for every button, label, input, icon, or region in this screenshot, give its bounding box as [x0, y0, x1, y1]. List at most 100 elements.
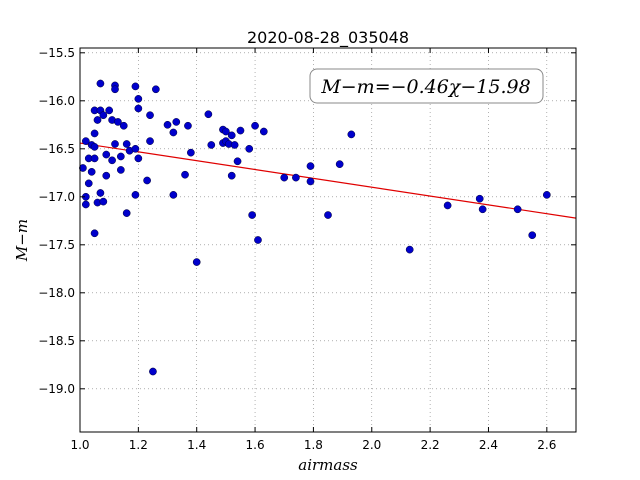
data-point — [99, 197, 108, 206]
x-tick-label: 1.6 — [246, 438, 265, 452]
data-point — [306, 177, 315, 186]
data-point — [146, 111, 154, 120]
y-tick-label: −16.5 — [38, 142, 75, 156]
data-point — [181, 170, 189, 179]
grid-lines — [79, 48, 576, 432]
data-point — [475, 194, 484, 203]
data-point — [542, 191, 551, 199]
data-point — [93, 116, 102, 124]
y-tick-label: −15.5 — [38, 46, 75, 60]
y-axis-label: M−m — [13, 219, 31, 262]
data-point — [227, 131, 236, 140]
data-point — [443, 201, 452, 210]
y-tick-labels: −15.5 −16.0 −16.5 −17.0 −17.5 −18.0 −18.5 −19.0 — [38, 46, 75, 396]
data-point — [87, 167, 96, 176]
data-point — [187, 148, 195, 157]
x-tick-label: 2.4 — [479, 438, 498, 452]
x-tick-label: 1.2 — [129, 438, 148, 452]
data-point — [478, 205, 487, 214]
data-point — [105, 106, 114, 115]
data-point — [134, 95, 143, 103]
data-point — [324, 211, 332, 219]
fit-line — [79, 142, 577, 219]
data-point — [146, 137, 154, 145]
data-points — [79, 79, 551, 376]
data-point — [96, 79, 105, 88]
data-point — [102, 150, 111, 159]
data-point — [90, 143, 99, 151]
data-point — [119, 121, 128, 130]
x-tick-labels: 1.0 1.2 1.4 1.6 1.8 2.0 2.2 2.4 2.6 — [70, 438, 556, 452]
data-point — [131, 144, 140, 153]
data-point — [227, 171, 236, 180]
data-point — [96, 189, 105, 197]
data-point — [184, 121, 192, 130]
data-point — [306, 162, 315, 170]
data-point — [111, 140, 119, 148]
data-point — [233, 157, 242, 166]
data-point — [114, 118, 122, 126]
fit-annotation: M−m=−0.46χ−15.98 — [309, 68, 544, 104]
data-point — [90, 229, 99, 238]
y-tick-label: −16.0 — [38, 94, 75, 108]
y-tick-label: −19.0 — [38, 382, 75, 396]
data-point — [169, 128, 178, 137]
data-point — [90, 154, 99, 163]
data-point — [347, 130, 356, 139]
data-point — [204, 110, 213, 119]
data-point — [248, 211, 256, 219]
data-point — [230, 141, 239, 149]
y-tick-label: −17.0 — [38, 190, 75, 204]
data-point — [122, 140, 131, 148]
data-point — [236, 126, 245, 135]
x-tick-label: 2.6 — [537, 438, 556, 452]
x-tick-label: 2.2 — [421, 438, 440, 452]
data-point — [245, 144, 254, 153]
data-point — [172, 118, 181, 126]
y-tick-label: −17.5 — [38, 238, 75, 252]
data-point — [108, 156, 116, 165]
data-point — [81, 137, 90, 145]
data-point — [192, 258, 201, 266]
data-point — [513, 205, 522, 214]
data-point — [528, 231, 537, 240]
data-point — [134, 104, 143, 113]
data-point — [131, 191, 140, 199]
data-point — [254, 236, 262, 244]
data-point — [131, 82, 140, 91]
fit-line-layer — [79, 142, 577, 219]
data-point — [116, 152, 125, 161]
y-tick-label: −18.0 — [38, 286, 75, 300]
x-tick-label: 1.8 — [304, 438, 323, 452]
data-point — [222, 127, 230, 136]
y-tick-label: −18.5 — [38, 334, 75, 348]
axis-ticks — [79, 48, 576, 432]
data-point — [292, 173, 300, 182]
data-point — [149, 367, 157, 376]
data-point — [405, 245, 414, 254]
data-point — [152, 85, 160, 94]
annotation-frame — [309, 68, 544, 104]
data-point — [169, 191, 178, 199]
plot-frame — [79, 47, 577, 433]
chart-title: 2020-08-28_035048 — [247, 28, 409, 48]
data-point — [335, 160, 344, 169]
data-point — [143, 176, 151, 185]
data-point — [111, 85, 119, 94]
data-point — [134, 154, 143, 163]
data-point — [122, 209, 131, 217]
x-tick-label: 1.0 — [70, 438, 89, 452]
data-point — [163, 120, 172, 129]
data-point — [207, 141, 216, 149]
x-axis-label: airmass — [298, 456, 358, 474]
data-point — [81, 200, 90, 209]
data-point — [280, 173, 289, 182]
data-point — [84, 179, 93, 188]
x-tick-label: 1.4 — [187, 438, 206, 452]
data-point — [90, 129, 99, 138]
data-point — [259, 127, 268, 136]
data-point — [99, 111, 108, 120]
data-point — [102, 171, 111, 180]
annotation-text: M−m=−0.46χ−15.98 — [320, 76, 530, 98]
